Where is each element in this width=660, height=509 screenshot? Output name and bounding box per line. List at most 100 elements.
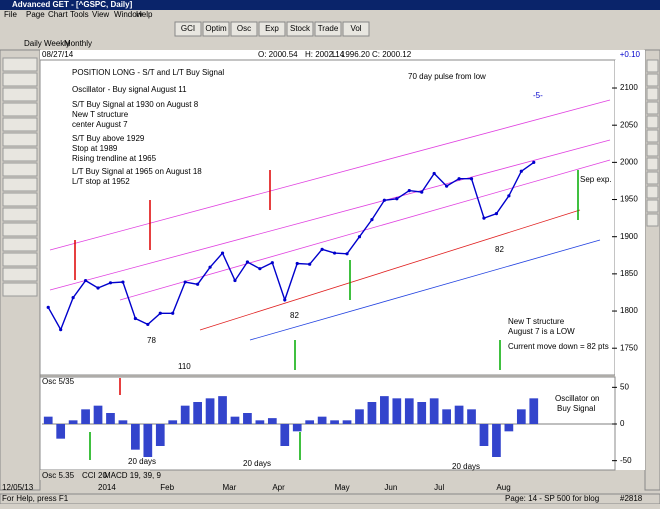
tool-button[interactable]	[646, 157, 659, 171]
annotation: New T structure	[508, 317, 565, 326]
tool-button[interactable]	[646, 185, 659, 199]
tool-button[interactable]	[2, 162, 38, 177]
toolbar-button[interactable]	[174, 21, 202, 37]
menu-item[interactable]: Help	[136, 10, 153, 19]
tool-button[interactable]	[646, 143, 659, 157]
price-point	[46, 305, 50, 309]
annotation: 20 days	[243, 459, 271, 468]
toolbar-button[interactable]	[202, 21, 230, 37]
tool-button[interactable]	[2, 177, 38, 192]
title-bar	[0, 0, 660, 10]
trendlines	[49, 99, 611, 341]
x-tick-label: Mar	[223, 483, 237, 492]
tool-button[interactable]	[2, 117, 38, 132]
menu-item[interactable]: Tools	[70, 10, 89, 19]
toolbar-button[interactable]	[314, 21, 342, 37]
annotation: S/T Buy Signal at 1930 on August 8	[72, 100, 199, 109]
osc-bar	[131, 424, 140, 450]
price-line	[47, 161, 535, 332]
toolbar-label[interactable]: GCI	[181, 24, 195, 33]
menu-item[interactable]: Window	[114, 10, 143, 19]
tool-button[interactable]	[2, 282, 38, 297]
panel-tab[interactable]: Osc 5.35	[42, 471, 75, 480]
tool-button[interactable]	[2, 132, 38, 147]
menu-item[interactable]: Page	[26, 10, 45, 19]
menu-item[interactable]: Chart	[48, 10, 68, 19]
tab[interactable]: Weekly	[44, 39, 70, 48]
menu-item[interactable]: View	[92, 10, 109, 19]
panel-tab[interactable]: MACD 19, 39, 9	[104, 471, 161, 480]
x-tick-label: Jul	[434, 483, 444, 492]
price-point	[245, 260, 250, 264]
toolbar-label[interactable]: Trade	[318, 24, 339, 33]
tool-button[interactable]	[646, 59, 659, 73]
tool-button[interactable]	[2, 252, 38, 267]
price-point	[457, 177, 461, 181]
price-point	[133, 316, 137, 321]
osc-bar	[155, 424, 165, 446]
price-point	[320, 247, 324, 251]
toolbar-button[interactable]	[286, 21, 314, 37]
osc-bar	[479, 424, 489, 446]
toolbar-label[interactable]: Exp	[265, 24, 279, 33]
toolbar-button[interactable]	[230, 21, 258, 37]
osc-bar	[429, 398, 439, 424]
y-tick-label: 1900	[620, 232, 638, 241]
price-point	[158, 311, 162, 315]
osc-bar	[330, 420, 339, 424]
tool-button[interactable]	[646, 199, 659, 213]
tool-button[interactable]	[646, 171, 659, 185]
price-point	[482, 216, 486, 220]
price-point	[420, 190, 424, 194]
x-tick-label: Aug	[496, 483, 510, 492]
annotation: Rising trendline at 1965	[72, 154, 157, 163]
osc-bar	[143, 424, 153, 457]
osc-title: Osc 5/35	[42, 377, 75, 386]
price-point	[395, 197, 399, 201]
toolbar-label[interactable]: Optim	[205, 24, 227, 33]
tool-button[interactable]	[2, 192, 38, 207]
tool-button[interactable]	[2, 237, 38, 252]
tool-button[interactable]	[2, 102, 38, 117]
price-point	[283, 298, 287, 302]
toolbar-button[interactable]	[258, 21, 286, 37]
toolbar-label[interactable]: Vol	[350, 24, 361, 33]
price-point	[183, 280, 187, 284]
tool-button[interactable]	[2, 207, 38, 222]
osc-bar	[267, 418, 277, 424]
tool-button[interactable]	[2, 222, 38, 237]
price-point	[146, 322, 150, 327]
toolbar-label[interactable]: Stock	[290, 24, 311, 33]
menu-item[interactable]: File	[4, 10, 17, 19]
annotation: -5-	[533, 91, 543, 100]
toolbar-button[interactable]	[342, 21, 370, 37]
tool-button[interactable]	[2, 267, 38, 282]
tool-button[interactable]	[2, 147, 38, 162]
tab[interactable]: Monthly	[64, 39, 92, 48]
tool-button[interactable]	[646, 213, 659, 227]
price-point	[108, 281, 113, 285]
tool-button[interactable]	[2, 87, 38, 102]
tool-button[interactable]	[2, 72, 38, 87]
price-point	[469, 177, 474, 181]
tab[interactable]: Daily	[24, 39, 42, 48]
panel-tab[interactable]: CCI 20	[82, 471, 107, 480]
tool-button[interactable]	[646, 87, 659, 101]
status-help: For Help, press F1	[2, 494, 69, 503]
price-point	[407, 189, 411, 193]
toolbar-label[interactable]: Osc	[237, 24, 251, 33]
tool-button[interactable]	[2, 57, 38, 72]
price-point	[121, 280, 125, 284]
tool-button[interactable]	[646, 129, 659, 143]
osc-bar	[230, 416, 240, 424]
tool-button[interactable]	[646, 73, 659, 87]
tool-button[interactable]	[646, 115, 659, 129]
price-point	[71, 296, 75, 300]
price-point	[370, 218, 374, 222]
high: H: 2002.14	[305, 50, 345, 59]
tool-button[interactable]	[646, 101, 659, 115]
open: O: 2000.54	[258, 50, 298, 59]
osc-bar	[355, 409, 364, 424]
y-tick-label: 1850	[620, 269, 638, 278]
